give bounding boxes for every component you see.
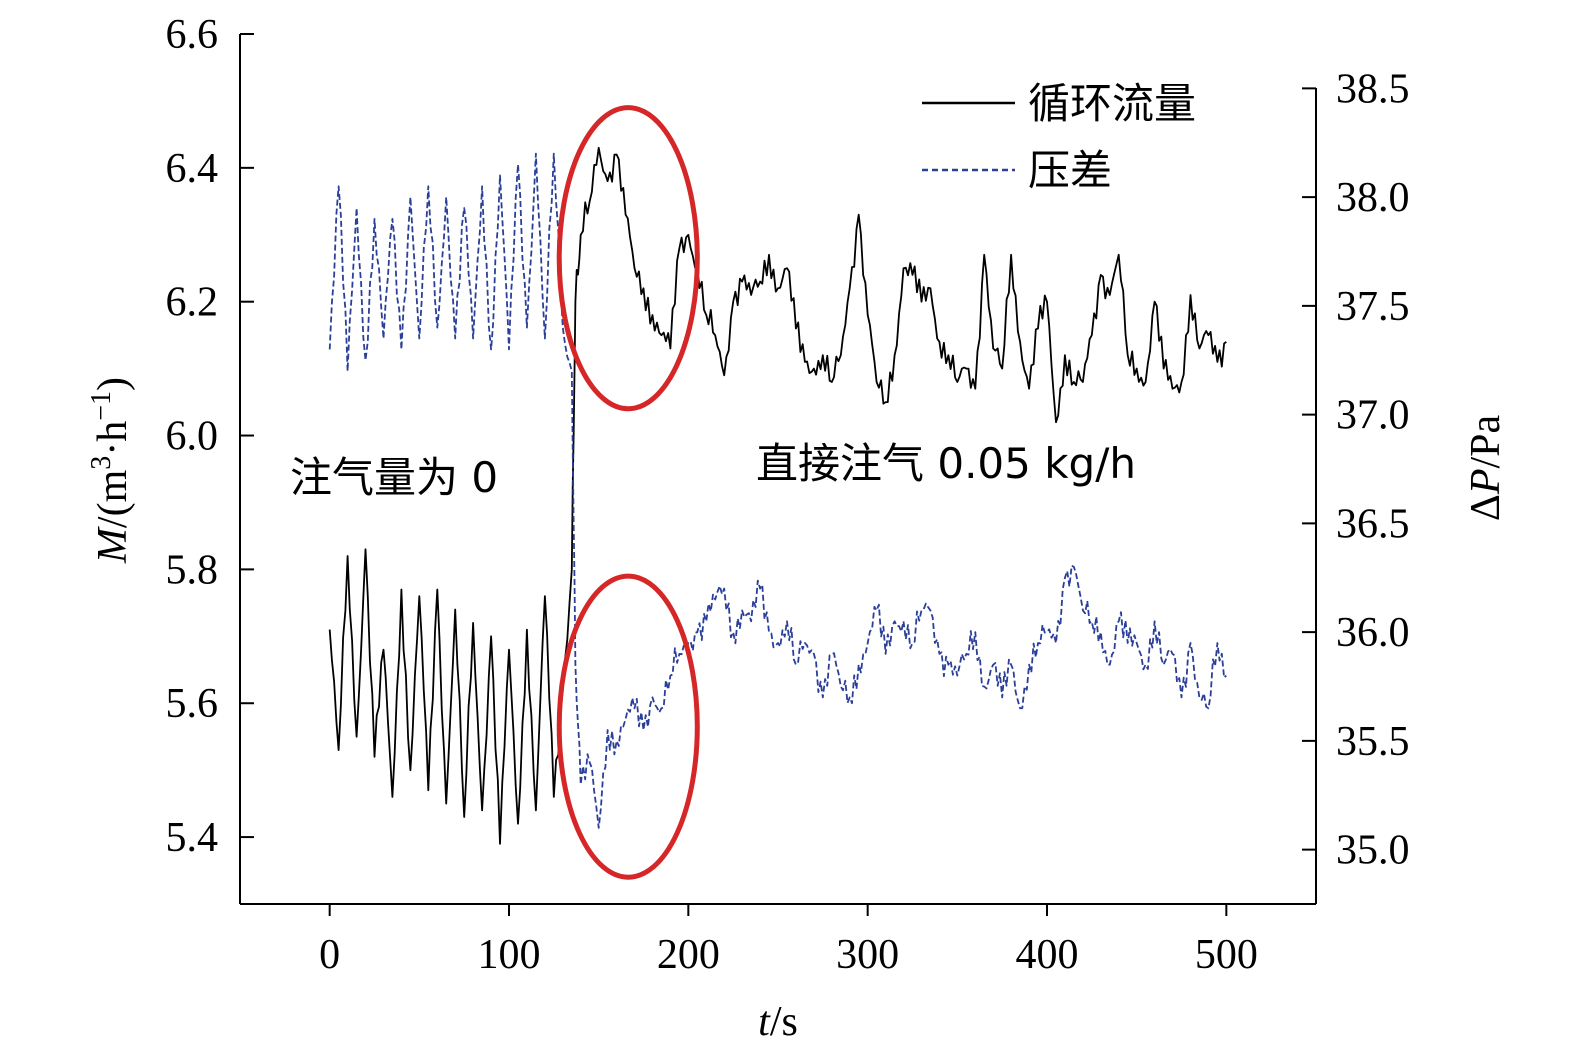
right-y-tick-label: 35.5 — [1336, 719, 1410, 765]
right-y-tick-label: 36.0 — [1336, 610, 1410, 656]
legend-label-flow: 循环流量 — [1028, 79, 1196, 128]
annotation-no-gas: 注气量为 0 — [290, 453, 498, 502]
right-y-axis-ticks: 35.0 35.5 36.0 36.5 37.0 37.5 38.0 38.5 — [1302, 66, 1410, 874]
left-y-tick-label: 5.8 — [166, 547, 219, 593]
plot-frame — [239, 34, 1317, 905]
right-y-tick-label: 36.5 — [1336, 501, 1410, 547]
highlight-ellipse-upper — [556, 105, 700, 412]
x-axis-title: t/s — [758, 999, 798, 1045]
highlight-layer — [556, 105, 700, 880]
right-y-tick-label: 37.0 — [1336, 393, 1410, 439]
left-y-tick-label: 5.6 — [166, 681, 219, 727]
x-tick-label: 0 — [319, 932, 340, 978]
legend-label-pressure: 压差 — [1028, 146, 1112, 195]
annotation-direct-gas: 直接注气 0.05 kg/h — [756, 439, 1136, 488]
series-line-circulation-flow — [328, 146, 1227, 845]
series-line-pressure-diff — [328, 152, 1227, 829]
left-y-tick-label: 6.4 — [166, 146, 219, 192]
legend: 循环流量 压差 — [922, 79, 1196, 195]
left-y-tick-label: 5.4 — [166, 815, 219, 861]
x-axis-ticks: 0 100 200 300 400 500 — [319, 904, 1258, 978]
highlight-ellipse-lower — [556, 573, 700, 880]
right-y-tick-label: 38.5 — [1336, 66, 1410, 112]
x-tick-label: 500 — [1195, 932, 1258, 978]
x-tick-label: 200 — [657, 932, 720, 978]
left-y-axis-ticks: 5.4 5.6 5.8 6.0 6.2 6.4 6.6 — [166, 12, 254, 861]
x-tick-label: 300 — [836, 932, 899, 978]
right-y-axis-title: ΔP/Pa — [1463, 414, 1509, 521]
left-y-tick-label: 6.0 — [166, 414, 219, 460]
right-y-tick-label: 35.0 — [1336, 828, 1410, 874]
right-y-tick-label: 38.0 — [1336, 175, 1410, 221]
left-y-axis-title: M/(m3·h−1) — [86, 377, 136, 564]
series-layer — [328, 146, 1227, 845]
x-tick-label: 100 — [478, 932, 541, 978]
x-tick-label: 400 — [1016, 932, 1079, 978]
left-y-tick-label: 6.6 — [166, 12, 219, 58]
right-y-tick-label: 37.5 — [1336, 284, 1410, 330]
left-y-tick-label: 6.2 — [166, 280, 219, 326]
